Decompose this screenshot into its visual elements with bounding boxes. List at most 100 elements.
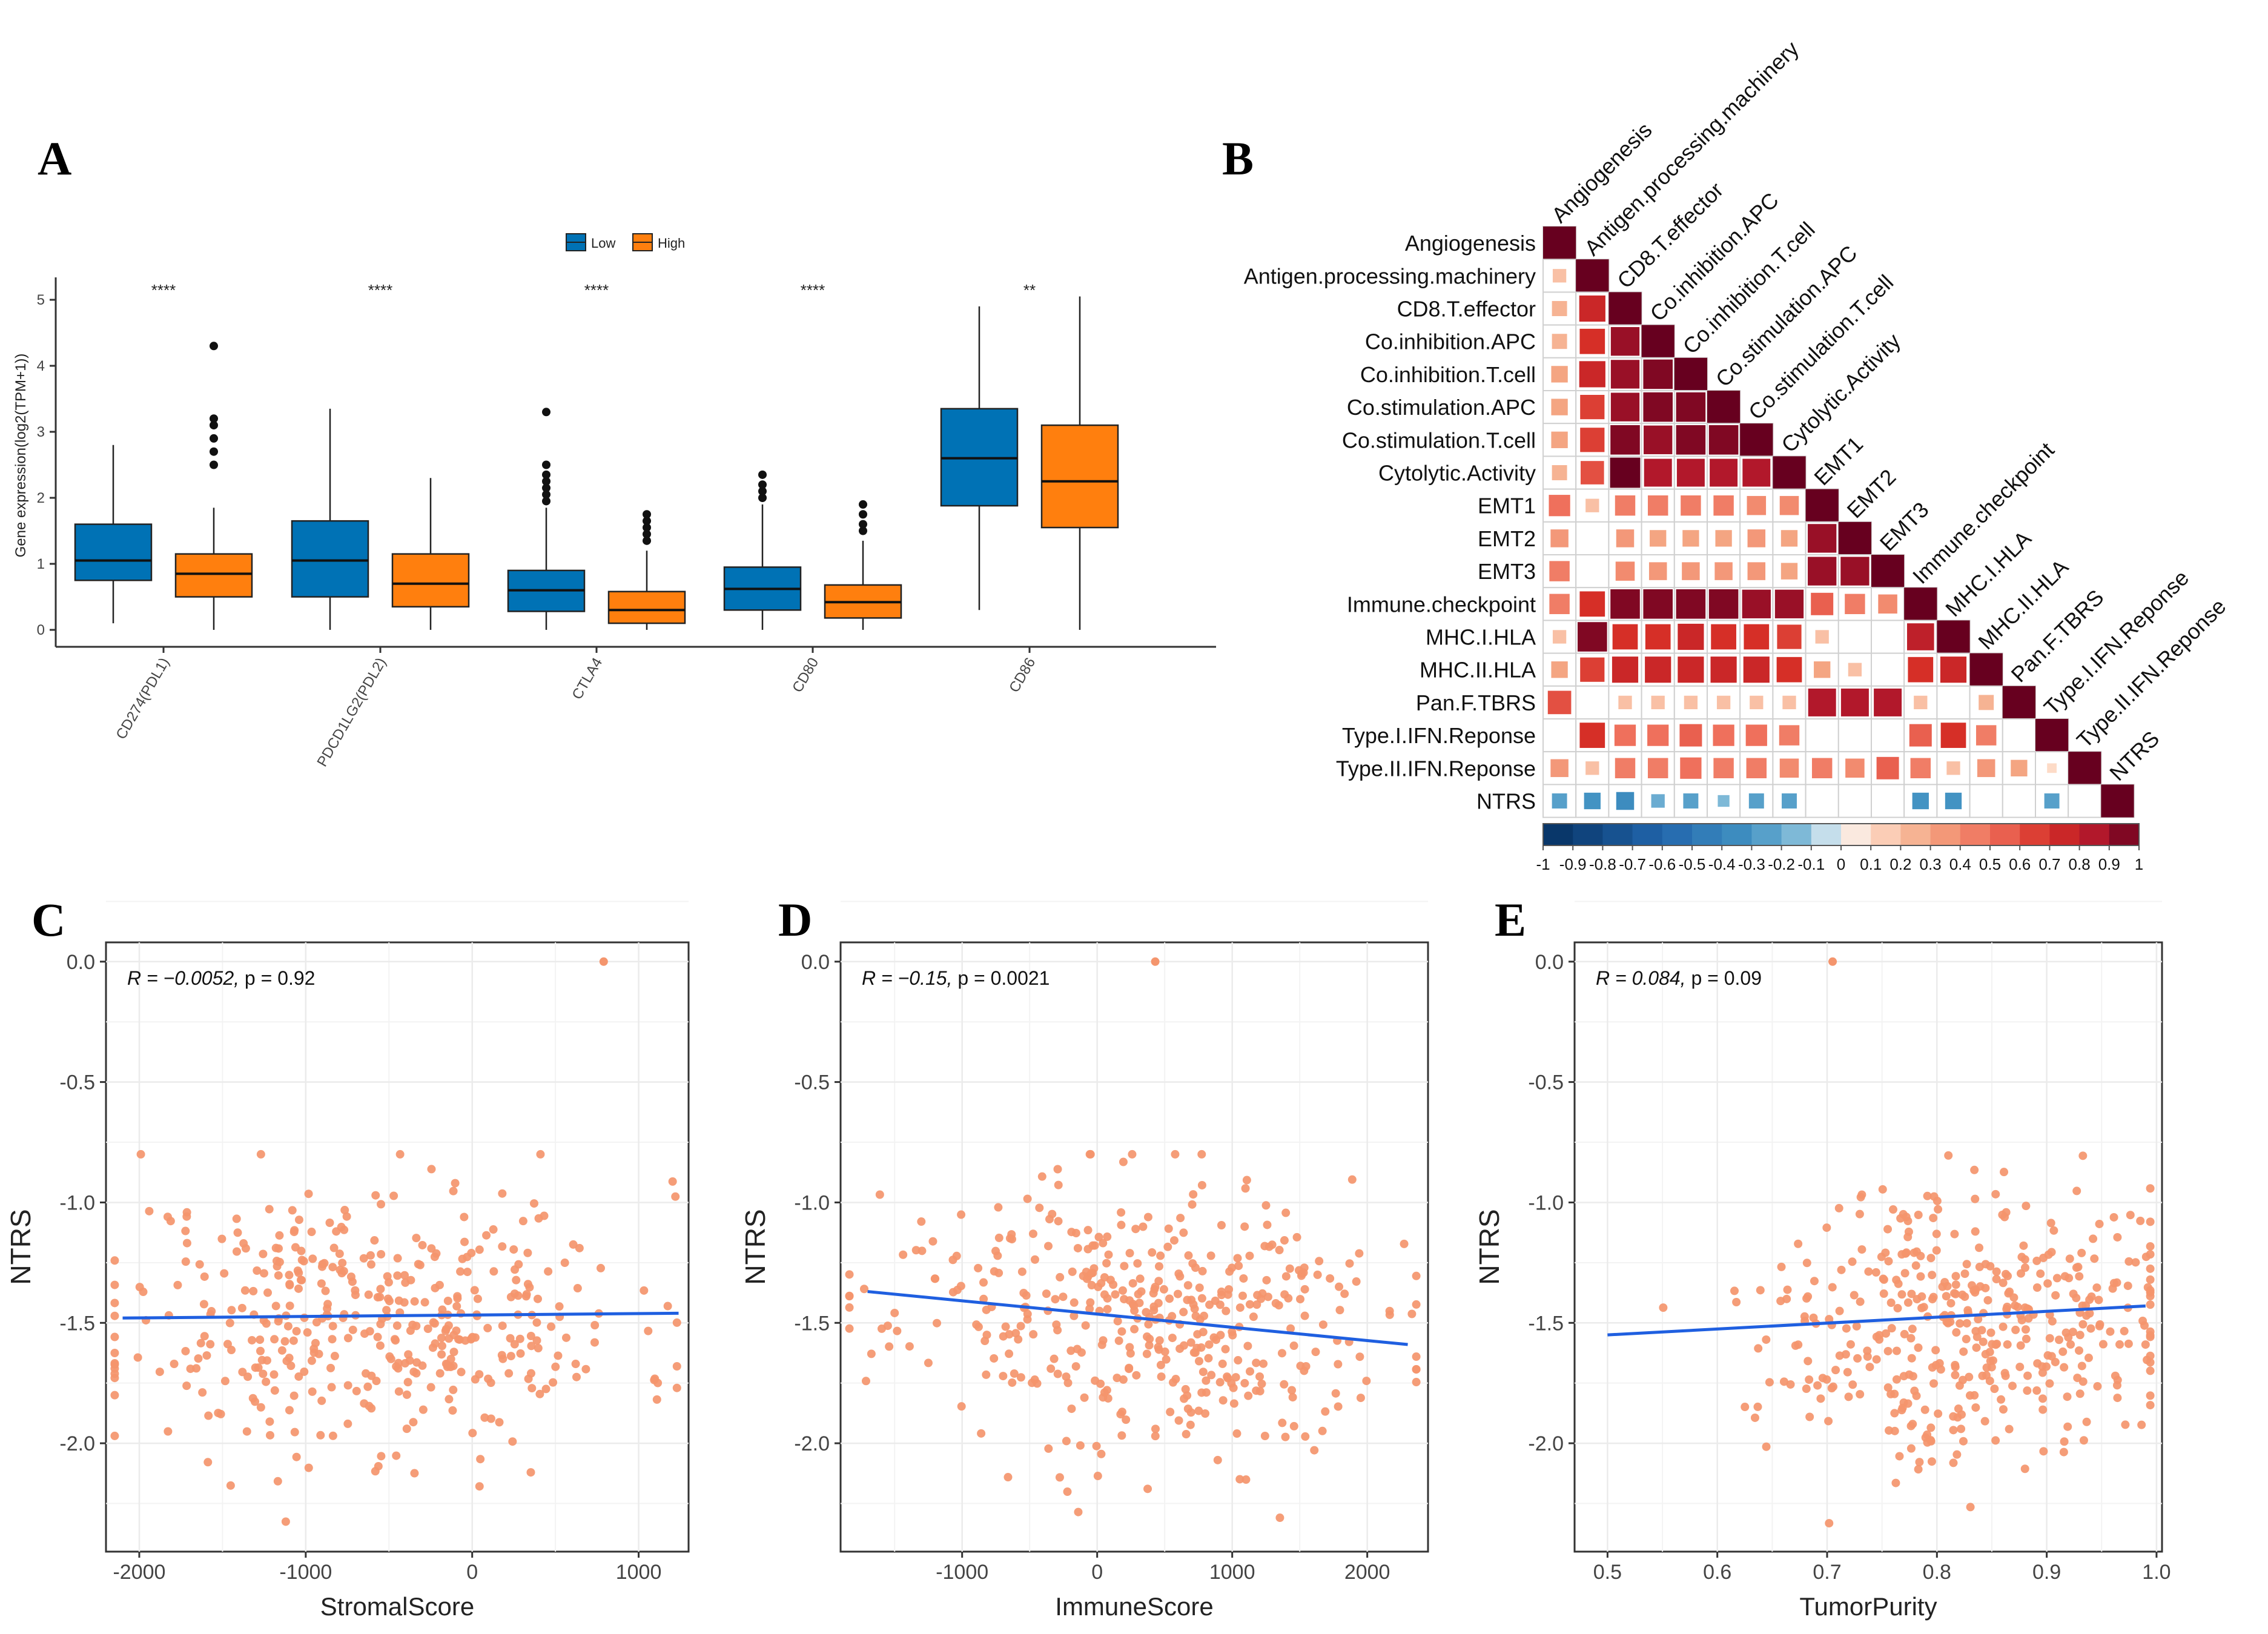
scatter-point: [1315, 1257, 1324, 1266]
scatter-point: [526, 1331, 535, 1340]
scatter-point: [1022, 1291, 1031, 1300]
box-outlier: [210, 421, 218, 430]
scatter-point: [1844, 1392, 1853, 1401]
scatter-point: [1193, 1330, 1202, 1339]
scatter-point: [1886, 1389, 1896, 1398]
scatter-point: [475, 1370, 484, 1379]
scatter-point: [1168, 1312, 1177, 1321]
scatter-point: [1929, 1379, 1939, 1388]
scatter-point: [1117, 1220, 1126, 1229]
heatmap-square: [1610, 589, 1640, 619]
heatmap-square: [1776, 657, 1802, 683]
scatter-point: [1092, 1441, 1101, 1450]
scatter-point: [1842, 1324, 1851, 1333]
scatter-point: [1914, 1210, 1923, 1219]
scatter-point: [1281, 1432, 1290, 1441]
scatter-point: [2015, 1362, 2025, 1371]
plot-area: [839, 941, 1429, 1553]
scatter-point: [1275, 1513, 1284, 1523]
heatmap-square: [1682, 562, 1700, 580]
scatter-point: [1076, 1441, 1085, 1450]
heatmap-square: [1552, 269, 1567, 283]
heatmap-square: [1710, 458, 1738, 487]
scatter-point: [2146, 1351, 2155, 1360]
scatter-point: [861, 1377, 870, 1386]
heatmap-square: [1608, 292, 1642, 325]
scatter-point: [1154, 1277, 1163, 1286]
scatter-point: [1016, 1321, 1025, 1331]
scatter-point: [203, 1458, 213, 1467]
scatter-point: [522, 1290, 531, 1299]
heatmap-square: [1577, 622, 1607, 652]
scatter-point: [1156, 1360, 1165, 1369]
heatmap-cell: [1772, 685, 1807, 720]
scatter-point: [931, 1274, 940, 1283]
box-high: [1040, 424, 1119, 529]
scatter-point: [326, 1363, 336, 1372]
scatter-point: [1943, 1318, 1952, 1328]
scatter-point: [1756, 1286, 1765, 1295]
scatter-point: [307, 1356, 316, 1365]
heatmap-square: [1543, 227, 1576, 260]
scatter-point: [1048, 1209, 1057, 1219]
box-outlier: [758, 470, 767, 479]
scatter-point: [1125, 1343, 1134, 1352]
heatmap-square: [1937, 620, 1970, 653]
scatter-point: [285, 1280, 294, 1289]
scatter-point: [1136, 1274, 1145, 1283]
scatter-point: [1262, 1275, 1271, 1285]
scatter-point: [1963, 1306, 1972, 1315]
box-outlier: [859, 510, 867, 519]
scatter-point: [1023, 1194, 1032, 1203]
scatter-point: [1128, 1278, 1137, 1288]
scatter-point: [1160, 1347, 1169, 1356]
heatmap-square: [1615, 758, 1636, 779]
heatmap-col-label: EMT2: [1842, 465, 1901, 523]
scatter-point: [1005, 1349, 1014, 1358]
box-outlier: [643, 536, 651, 545]
scatter-point: [2048, 1317, 2057, 1326]
heatmap-square: [1616, 529, 1635, 547]
scatter-point: [285, 1406, 294, 1415]
scatter-point: [395, 1149, 405, 1159]
box-outlier: [859, 520, 867, 529]
heatmap-cell: [1837, 784, 1873, 818]
scatter-point: [1786, 1380, 1795, 1389]
scatter-point: [1200, 1311, 1209, 1320]
scatter-point: [375, 1341, 385, 1350]
scatter-point: [1059, 1292, 1068, 1302]
scatter-point: [1986, 1328, 1995, 1337]
scatter-point: [2146, 1401, 2155, 1410]
scatter-point: [1991, 1436, 2000, 1445]
scatter-point: [1198, 1368, 1208, 1377]
scatter-point: [304, 1189, 313, 1199]
scatter-point: [1005, 1330, 1014, 1339]
scatter-point: [1227, 1379, 1236, 1388]
scatter-point: [1990, 1384, 1999, 1394]
scatter-point: [336, 1265, 345, 1274]
heatmap-square: [1710, 657, 1737, 683]
scatter-point: [1144, 1320, 1153, 1329]
heatmap-square: [1773, 456, 1806, 489]
scatter-point: [198, 1388, 207, 1397]
scatter-point: [2009, 1293, 2018, 1302]
scatter-point: [1118, 1286, 1127, 1295]
scatter-point: [2046, 1219, 2055, 1228]
scatter-point: [1023, 1315, 1032, 1324]
scatter-point: [1914, 1465, 1923, 1474]
correlation-heatmap-panel: AngiogenesisAngiogenesisAntigen.processi…: [1244, 36, 2231, 873]
heatmap-square: [1676, 425, 1706, 455]
scatter-point: [437, 1350, 446, 1359]
scatter-point: [957, 1210, 966, 1219]
scatter-point: [1810, 1277, 1819, 1286]
heatmap-square: [1585, 498, 1599, 512]
scatter-point: [2146, 1184, 2155, 1193]
scatter-point: [443, 1296, 452, 1305]
scatter-point: [845, 1324, 854, 1333]
scatter-point: [155, 1368, 164, 1377]
y-tick-label: -0.5: [1528, 1071, 1564, 1094]
scatter-point: [2002, 1305, 2011, 1314]
scatter-point: [289, 1336, 298, 1345]
scatter-point: [1165, 1294, 1174, 1303]
scatter-point: [1903, 1232, 1913, 1242]
